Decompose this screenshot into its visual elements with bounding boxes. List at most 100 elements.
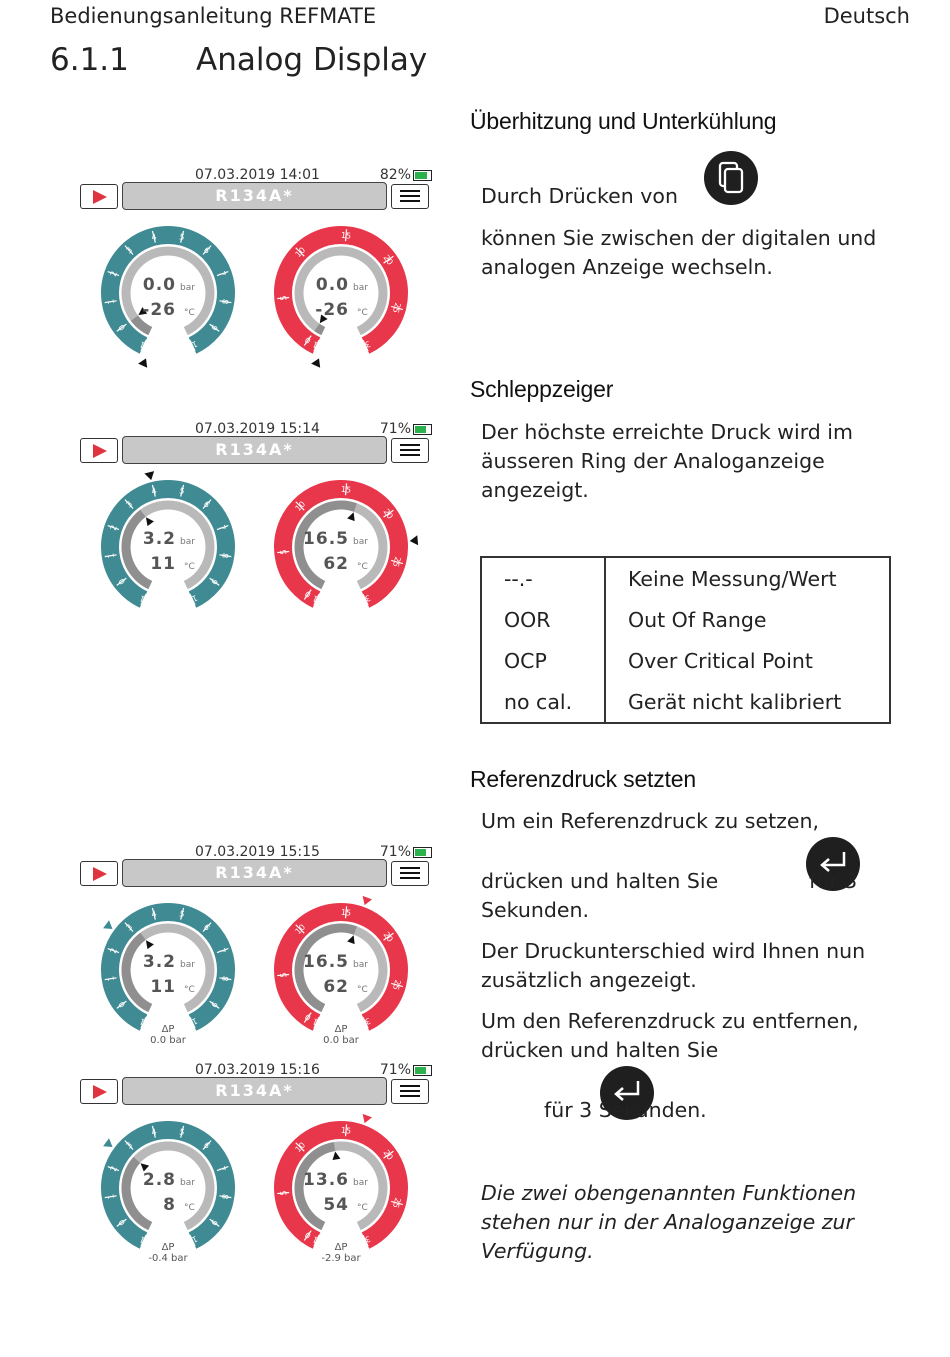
play-icon[interactable] bbox=[80, 438, 118, 463]
delta-pressure-value: 0.0 bar bbox=[150, 1035, 187, 1046]
temperature-value: 11 bbox=[150, 554, 176, 574]
gauge-tick bbox=[362, 1234, 369, 1247]
ref-line-2a: drücken und halten Sie bbox=[481, 869, 719, 893]
temperature-value: -26 bbox=[315, 300, 349, 320]
gauge-tick-label: -1 bbox=[138, 593, 149, 605]
gauge-tick-label: 15 bbox=[341, 485, 352, 495]
document-header-title: Bedienungsanleitung REFMATE bbox=[50, 4, 377, 28]
left-pressure-gauge: -1 0 1 2 3 4 5 6 7 8 9 10 3.2 bar 11 °C bbox=[101, 471, 235, 608]
gauge-tick-label: 30 bbox=[359, 1234, 372, 1246]
temperature-value: 62 bbox=[323, 554, 349, 574]
refrigerant-selector[interactable]: R134A* bbox=[122, 436, 387, 464]
pressure-unit: bar bbox=[180, 283, 195, 293]
legend-code: no cal. bbox=[482, 681, 606, 722]
battery-icon bbox=[413, 169, 432, 181]
section-number: 6.1.1 bbox=[50, 42, 129, 78]
gauge-tick bbox=[344, 906, 348, 919]
gauge-tick bbox=[391, 559, 403, 565]
temperature-value: 11 bbox=[150, 977, 176, 997]
heading-drag-pointer: Schleppzeiger bbox=[470, 376, 614, 402]
gauge-tick-label: 15 bbox=[341, 908, 352, 918]
menu-icon[interactable] bbox=[391, 1079, 429, 1104]
gauge-tick-label: 5 bbox=[178, 1127, 185, 1137]
gauge-tick bbox=[277, 1191, 290, 1195]
gauge-tick-label: 5 bbox=[279, 972, 288, 978]
gauge-tick-label: 5 bbox=[279, 1190, 288, 1196]
legend-meaning: Out Of Range bbox=[628, 607, 767, 632]
gauge-value-fill bbox=[121, 932, 153, 1013]
gauge-tick bbox=[216, 948, 229, 954]
refrigerant-selector[interactable]: R134A* bbox=[122, 1077, 387, 1105]
gauge-tick-label: 8 bbox=[220, 975, 230, 981]
table-row: no cal. Gerät nicht kalibriert bbox=[482, 681, 889, 722]
gauge-tick-label: 8 bbox=[220, 298, 230, 304]
gauge-tick bbox=[202, 1140, 212, 1150]
gauge-tick-label: 25 bbox=[391, 1197, 402, 1209]
gauge-value-fill bbox=[294, 923, 357, 1013]
gauge-tick bbox=[383, 255, 394, 264]
gauge-scale-ring bbox=[101, 903, 235, 1031]
play-icon[interactable] bbox=[80, 1079, 118, 1104]
gauge-tick bbox=[140, 1234, 147, 1247]
gauge-tick bbox=[362, 593, 369, 606]
gauge-scale-ring bbox=[274, 1121, 408, 1249]
gauge-tick bbox=[202, 499, 212, 509]
gauge-tick bbox=[151, 1125, 156, 1138]
delta-pressure-label: ΔP bbox=[335, 1024, 348, 1035]
gauge-tick bbox=[383, 509, 394, 518]
play-icon[interactable] bbox=[80, 184, 118, 209]
temperature-unit: °C bbox=[357, 308, 368, 318]
gauge-tick bbox=[209, 1000, 220, 1009]
gauge-tick bbox=[104, 300, 117, 304]
enter-return-icon bbox=[600, 1066, 655, 1120]
gauge-tick-label: 0 bbox=[117, 1218, 127, 1227]
gauge-tick-label: -1 bbox=[311, 339, 322, 351]
gauge-value-pointer bbox=[347, 512, 355, 522]
gauge-tick bbox=[209, 1218, 220, 1227]
battery-status: 82% bbox=[380, 167, 432, 183]
gauge-tick-label: 10 bbox=[186, 339, 199, 351]
refrigerant-selector[interactable]: R134A* bbox=[122, 859, 387, 887]
table-row: OCP Over Critical Point bbox=[482, 640, 889, 681]
gauge-tick bbox=[116, 1000, 127, 1009]
refrigerant-selector[interactable]: R134A* bbox=[122, 182, 387, 210]
enter-return-icon bbox=[806, 837, 861, 891]
delta-pressure-value: -2.9 bar bbox=[321, 1253, 361, 1264]
menu-icon[interactable] bbox=[391, 438, 429, 463]
pressure-value: 3.2 bbox=[143, 529, 176, 549]
drag-pointer bbox=[362, 895, 373, 906]
status-legend-table: --.- Keine Messung/Wert OOR Out Of Range O… bbox=[480, 556, 891, 724]
gauge-tick bbox=[344, 1124, 348, 1137]
drag-pointer bbox=[362, 1113, 373, 1124]
gauge-value-fill bbox=[314, 323, 326, 336]
battery-percent: 82% bbox=[379, 167, 411, 183]
heading-reference-pressure: Referenzdruck setzten bbox=[470, 766, 696, 792]
legend-code: OOR bbox=[482, 599, 606, 640]
gauge-tick bbox=[124, 499, 134, 509]
gauge-tick bbox=[219, 554, 232, 558]
pressure-value: 13.6 bbox=[303, 1170, 349, 1190]
temperature-value: 8 bbox=[163, 1195, 176, 1215]
menu-icon[interactable] bbox=[391, 184, 429, 209]
battery-status: 71% bbox=[380, 844, 432, 860]
gauge-tick-label: 1 bbox=[106, 298, 116, 304]
gauge-value-fill bbox=[121, 509, 153, 590]
gauge-tick-label: -1 bbox=[311, 1234, 322, 1246]
gauge-tick-label: 7 bbox=[217, 947, 227, 955]
play-icon[interactable] bbox=[80, 861, 118, 886]
switch-display-text-2: können Sie zwischen der digitalen und an… bbox=[481, 226, 877, 279]
gauge-tick bbox=[391, 305, 403, 311]
gauge-tick bbox=[313, 339, 320, 352]
device-datetime: 07.03.2019 15:14 bbox=[195, 421, 320, 437]
gauge-tick-label: 6 bbox=[202, 1140, 212, 1150]
gauge-tick bbox=[140, 339, 147, 352]
gauge-tick bbox=[313, 593, 320, 606]
gauge-tick bbox=[202, 922, 212, 932]
pressure-unit: bar bbox=[180, 537, 195, 547]
gauge-tick-label: 3 bbox=[124, 245, 134, 255]
menu-icon[interactable] bbox=[391, 861, 429, 886]
gauge-tick bbox=[107, 525, 120, 531]
